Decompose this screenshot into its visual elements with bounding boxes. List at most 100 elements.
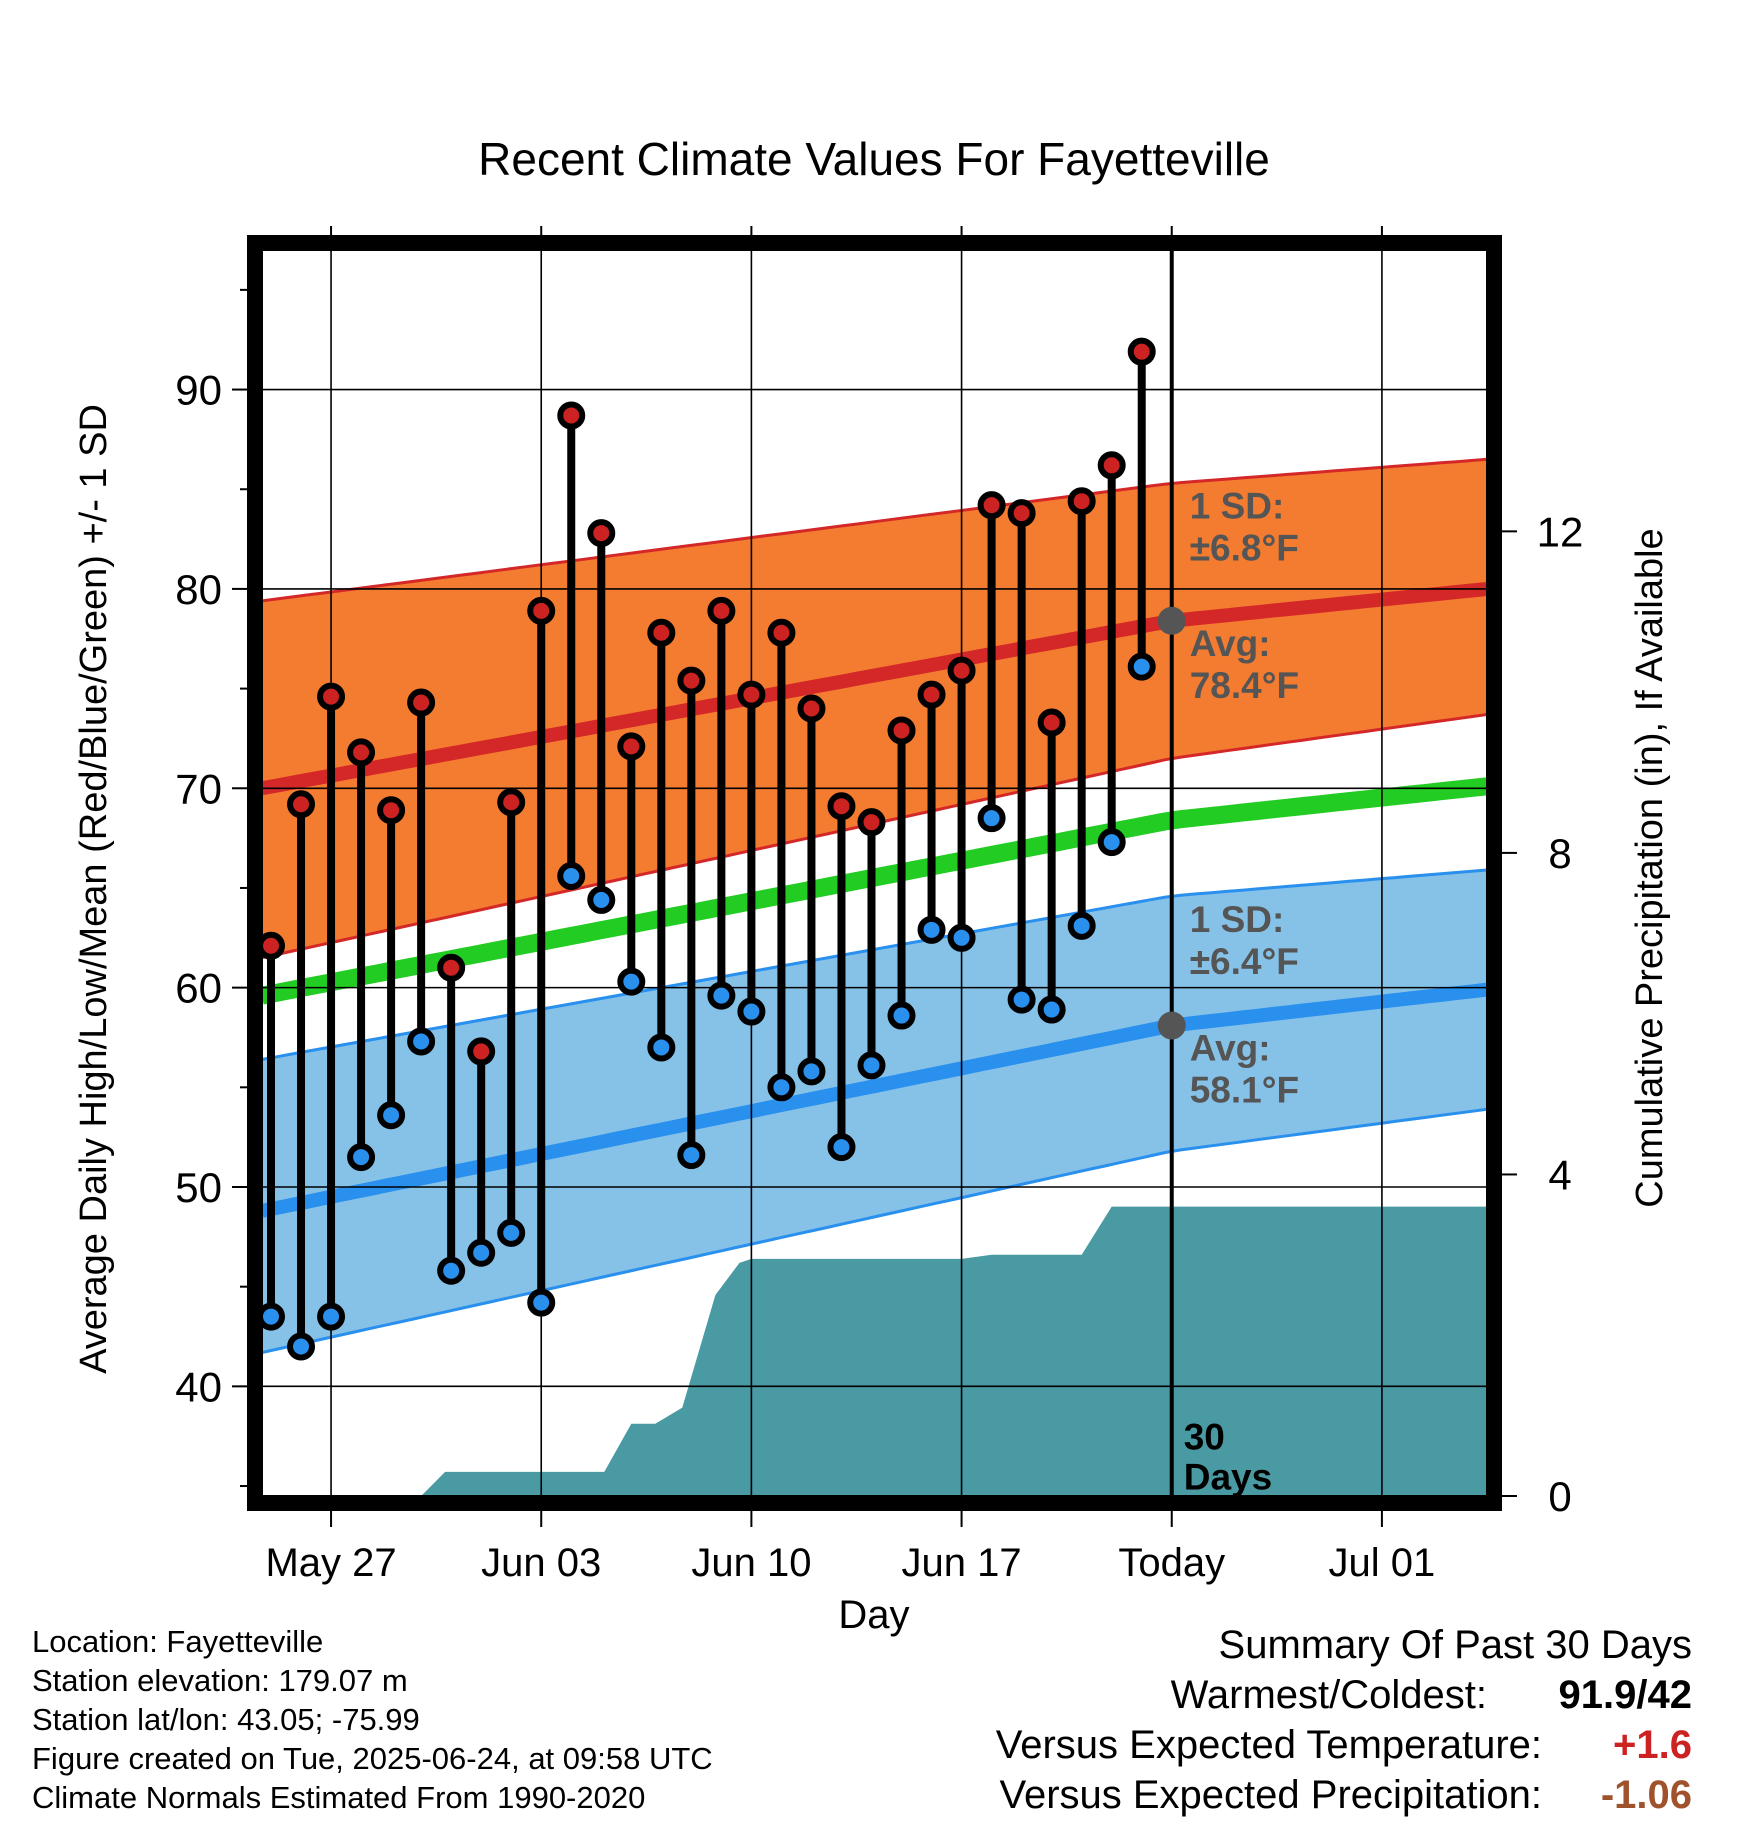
daily-low-point [737, 997, 766, 1026]
station-info: Location: Fayetteville Station elevation… [32, 1622, 713, 1817]
y-tick-label: 60 [175, 965, 222, 1012]
daily-high-point [827, 792, 856, 821]
high-normal-marker [1157, 606, 1186, 635]
y-axis-label: Average Daily High/Low/Mean (Red/Blue/Gr… [73, 404, 115, 1374]
daily-low-point [707, 981, 736, 1010]
daily-low-point [617, 967, 646, 996]
climate-chart: Recent Climate Values For Fayetteville 1… [73, 133, 1671, 1637]
daily-low-point [1037, 995, 1066, 1024]
high-avg-label: Avg: [1190, 623, 1271, 664]
daily-high-point [467, 1037, 496, 1066]
warmest-value: 91.9/42 [1558, 1673, 1692, 1717]
low-sd-value: ±6.4°F [1190, 941, 1299, 982]
summary-precip-row: Versus Expected Precipitation: -1.06 [996, 1770, 1692, 1820]
daily-high-point [977, 491, 1006, 520]
precip-value: -1.06 [1600, 1773, 1692, 1817]
daily-low-point [497, 1218, 526, 1247]
low-normal-line [262, 982, 1487, 1218]
daily-low-point [857, 1051, 886, 1080]
daily-low-point [347, 1143, 376, 1172]
period-label-days: Days [1184, 1457, 1272, 1498]
daily-low-point [527, 1288, 556, 1317]
y-tick-label: 80 [175, 566, 222, 613]
precip-label: Versus Expected Precipitation: [999, 1773, 1542, 1817]
y2-tick-label: 0 [1548, 1473, 1571, 1520]
y2-tick-label: 8 [1548, 830, 1571, 877]
y2-tick-label: 4 [1548, 1151, 1571, 1198]
x-axis-label: Day [838, 1593, 909, 1637]
daily-low-point [797, 1057, 826, 1086]
high-avg-value: 78.4°F [1190, 665, 1299, 706]
location-text: Location: Fayetteville [32, 1624, 324, 1659]
low-avg-label: Avg: [1190, 1028, 1271, 1069]
daily-low-point [1007, 985, 1036, 1014]
daily-low-point [647, 1033, 676, 1062]
daily-low-point [827, 1133, 856, 1162]
plot-frame [247, 235, 1502, 1511]
x-tick-label: Today [1118, 1541, 1225, 1585]
summary-temp-row: Versus Expected Temperature: +1.6 [996, 1720, 1692, 1770]
y-tick-label: 50 [175, 1164, 222, 1211]
y2-tick-label: 12 [1537, 508, 1584, 555]
daily-high-point [887, 716, 916, 745]
normals-text: Climate Normals Estimated From 1990-2020 [32, 1780, 646, 1815]
daily-low-point [767, 1073, 796, 1102]
daily-high-point [407, 688, 436, 717]
daily-high-point [347, 738, 376, 767]
daily-high-point [677, 666, 706, 695]
daily-high-point [262, 931, 286, 960]
daily-high-point [1127, 337, 1156, 366]
daily-low-point [677, 1141, 706, 1170]
latlon-text: Station lat/lon: 43.05; -75.99 [32, 1702, 420, 1737]
daily-low-point [287, 1332, 316, 1361]
daily-high-point [857, 808, 886, 837]
temp-label: Versus Expected Temperature: [995, 1723, 1542, 1767]
low-normal-marker [1157, 1011, 1186, 1040]
plot-area [262, 250, 1487, 1496]
daily-high-point [797, 694, 826, 723]
period-label-number: 30 [1184, 1416, 1225, 1457]
daily-low-point [917, 915, 946, 944]
daily-low-point [262, 1302, 286, 1331]
elevation-text: Station elevation: 179.07 m [32, 1663, 408, 1698]
daily-high-point [617, 732, 646, 761]
daily-low-point [437, 1256, 466, 1285]
daily-high-point [287, 790, 316, 819]
x-tick-label: Jun 03 [481, 1541, 601, 1585]
daily-high-point [647, 618, 676, 647]
summary-panel: Summary Of Past 30 Days Warmest/Coldest:… [996, 1620, 1692, 1820]
daily-low-point [377, 1101, 406, 1130]
daily-low-point [407, 1027, 436, 1056]
daily-high-point [437, 953, 466, 982]
daily-high-point [1067, 487, 1096, 516]
daily-low-point [887, 1001, 916, 1030]
daily-low-point [1067, 911, 1096, 940]
low-sd-label: 1 SD: [1190, 899, 1285, 940]
summary-title: Summary Of Past 30 Days [1218, 1623, 1692, 1667]
daily-high-point [767, 618, 796, 647]
low-avg-value: 58.1°F [1190, 1070, 1299, 1111]
daily-high-point [527, 596, 556, 625]
low-sd-band [262, 870, 1487, 1353]
y-tick-label: 40 [175, 1363, 222, 1410]
daily-low-point [467, 1238, 496, 1267]
precip-area [262, 1206, 1487, 1496]
warmest-label: Warmest/Coldest: [1170, 1673, 1487, 1717]
x-tick-label: Jun 17 [902, 1541, 1022, 1585]
high-normal-line [262, 581, 1487, 796]
daily-low-point [947, 923, 976, 952]
x-tick-label: Jul 01 [1329, 1541, 1436, 1585]
daily-high-point [317, 682, 346, 711]
chart-title: Recent Climate Values For Fayetteville [478, 133, 1270, 185]
temp-value: +1.6 [1613, 1723, 1692, 1767]
daily-low-point [587, 885, 616, 914]
daily-low-point [317, 1302, 346, 1331]
y2-axis-label: Cumulative Precipitation (in), If Availa… [1629, 528, 1671, 1207]
high-sd-value: ±6.8°F [1190, 527, 1299, 568]
y-tick-label: 70 [175, 765, 222, 812]
daily-high-point [737, 680, 766, 709]
daily-high-point [377, 796, 406, 825]
daily-low-point [1127, 652, 1156, 681]
daily-high-point [917, 680, 946, 709]
daily-low-point [557, 861, 586, 890]
